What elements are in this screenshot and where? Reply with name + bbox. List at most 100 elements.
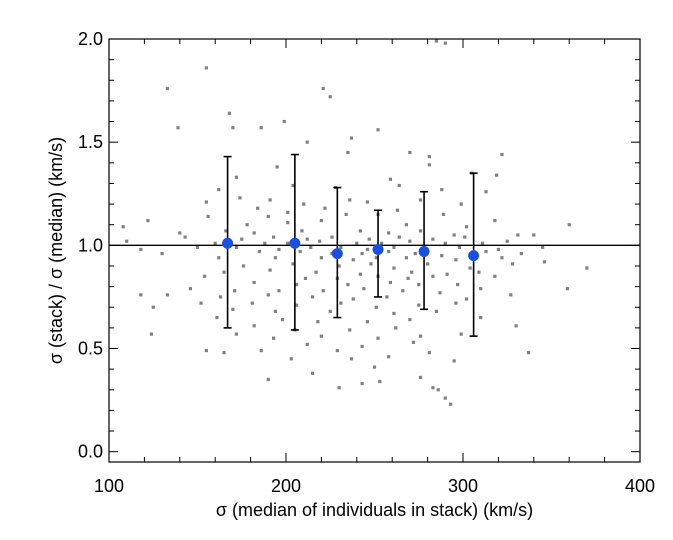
scatter-point bbox=[165, 86, 170, 91]
scatter-point bbox=[500, 256, 504, 260]
y-tick-label: 1.0 bbox=[78, 235, 103, 255]
scatter-point bbox=[358, 229, 362, 233]
scatter-point bbox=[337, 264, 341, 268]
scatter-point bbox=[355, 241, 359, 245]
scatter-point bbox=[378, 379, 382, 384]
scatter-point bbox=[125, 239, 129, 243]
scatter-point bbox=[440, 188, 444, 192]
scatter-point bbox=[418, 375, 423, 379]
scatter-point bbox=[257, 249, 262, 254]
x-tick-labels: 100 200 300 400 bbox=[94, 476, 655, 496]
scatter-point bbox=[484, 190, 488, 194]
scatter-point bbox=[298, 249, 302, 254]
x-tick-label: 200 bbox=[271, 476, 301, 496]
scatter-point bbox=[275, 165, 279, 169]
scatter-point bbox=[367, 237, 371, 241]
scatter-point bbox=[349, 136, 354, 140]
scatter-point bbox=[165, 293, 170, 297]
scatter-point bbox=[224, 229, 228, 233]
scatter-point bbox=[516, 233, 520, 237]
scatter-point bbox=[349, 357, 354, 361]
scatter-point bbox=[436, 388, 440, 392]
plot-frame bbox=[108, 38, 641, 463]
scatter-point bbox=[493, 274, 497, 278]
scatter-point bbox=[431, 237, 435, 241]
scatter-point bbox=[426, 262, 430, 266]
scatter-point bbox=[418, 334, 423, 338]
scatter-point bbox=[454, 301, 458, 305]
scatter-point bbox=[259, 348, 263, 353]
scatter-point bbox=[268, 198, 272, 202]
binned-point bbox=[289, 237, 301, 249]
scatter-point bbox=[434, 39, 439, 43]
scatter-series bbox=[121, 39, 589, 406]
scatter-point bbox=[431, 274, 435, 278]
scatter-point bbox=[395, 208, 400, 212]
scatter-point bbox=[443, 241, 447, 245]
scatter-point bbox=[404, 223, 408, 227]
scatter-point bbox=[358, 272, 362, 276]
scatter-point bbox=[493, 218, 497, 223]
scatter-point bbox=[291, 183, 295, 188]
scatter-point bbox=[477, 270, 481, 274]
binned-series bbox=[222, 237, 480, 262]
scatter-point bbox=[408, 150, 412, 155]
scatter-point bbox=[408, 239, 412, 243]
scatter-point bbox=[362, 287, 366, 291]
scatter-point bbox=[252, 280, 256, 285]
scatter-point bbox=[496, 247, 500, 252]
scatter-point bbox=[427, 351, 431, 355]
scatter-point bbox=[231, 307, 235, 311]
scatter-point bbox=[372, 365, 377, 369]
scatter-point bbox=[291, 262, 295, 266]
scatter-point bbox=[443, 41, 447, 45]
scatter-point bbox=[227, 111, 231, 115]
scatter-point bbox=[272, 336, 276, 340]
scatter-point bbox=[360, 381, 364, 386]
scatter-point bbox=[418, 198, 423, 202]
scatter-point bbox=[392, 311, 396, 316]
scatter-point bbox=[479, 315, 483, 320]
scatter-point bbox=[427, 163, 431, 167]
scatter-point bbox=[526, 351, 531, 355]
scatter-point bbox=[542, 260, 547, 264]
scatter-point bbox=[417, 282, 421, 287]
scatter-point bbox=[509, 293, 513, 297]
scatter-point bbox=[231, 126, 235, 130]
scatter-point bbox=[199, 301, 203, 305]
scatter-point bbox=[266, 377, 270, 382]
y-tick-label: 2.0 bbox=[78, 29, 103, 49]
scatter-point bbox=[387, 231, 391, 235]
scatter-point bbox=[305, 237, 309, 241]
scatter-point bbox=[339, 301, 343, 305]
scatter-point bbox=[286, 241, 290, 245]
scatter-point bbox=[441, 212, 446, 216]
scatter-point bbox=[401, 289, 405, 293]
scatter-point bbox=[541, 245, 545, 250]
scatter-point bbox=[417, 303, 421, 307]
scatter-point bbox=[479, 287, 483, 291]
scatter-point bbox=[397, 235, 401, 239]
scatter-point bbox=[314, 270, 318, 274]
scatter-point bbox=[348, 328, 352, 332]
scatter-point bbox=[310, 295, 315, 299]
scatter-point bbox=[427, 155, 431, 159]
scatter-point bbox=[408, 318, 412, 322]
scatter-point bbox=[305, 342, 309, 346]
scatter-point bbox=[305, 140, 309, 144]
scatter-point bbox=[222, 351, 226, 355]
scatter-point bbox=[277, 289, 281, 293]
scatter-point bbox=[510, 262, 515, 266]
scatter-point bbox=[268, 268, 272, 272]
y-tick-label: 0.5 bbox=[78, 339, 103, 359]
scatter-point bbox=[379, 241, 384, 245]
scatter-point bbox=[272, 235, 276, 239]
scatter-point bbox=[388, 177, 393, 181]
scatter-point bbox=[217, 256, 221, 260]
scatter-point bbox=[374, 256, 378, 260]
scatter-point bbox=[330, 235, 334, 239]
binned-point bbox=[418, 246, 430, 258]
scatter-point bbox=[309, 245, 313, 250]
scatter-point bbox=[302, 202, 306, 206]
scatter-point bbox=[321, 86, 325, 91]
